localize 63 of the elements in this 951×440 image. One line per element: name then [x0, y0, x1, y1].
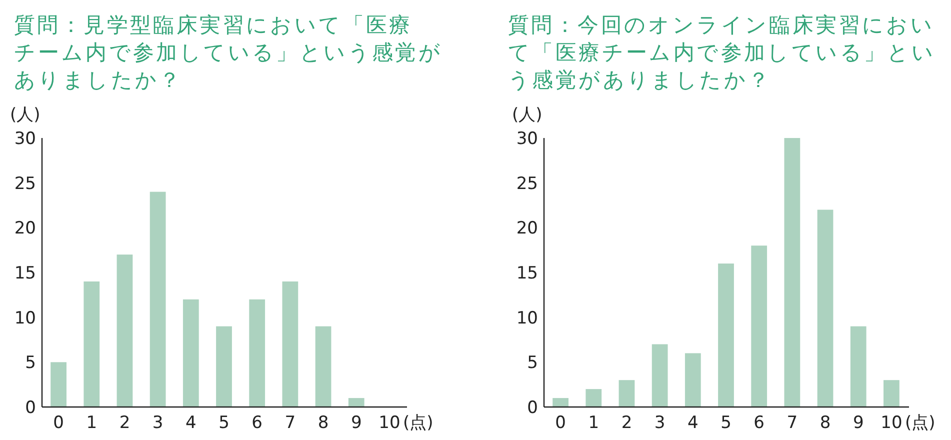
y-tick-label: 20 [14, 218, 36, 239]
x-tick-label: 8 [318, 413, 329, 433]
y-tick-label: 20 [516, 218, 538, 239]
x-tick-label: 6 [754, 413, 765, 433]
y-tick-label: 10 [14, 308, 36, 328]
y-tick-label: 15 [516, 263, 538, 284]
x-tick-label: 2 [119, 413, 130, 433]
x-tick-label: 6 [252, 413, 263, 433]
y-axis-title: (人) [512, 105, 542, 125]
y-tick-label: 5 [527, 353, 538, 374]
x-tick-label: 4 [687, 413, 698, 433]
x-tick-label: 10 [378, 413, 400, 433]
y-tick-label: 0 [527, 398, 538, 418]
x-tick-label: 4 [185, 413, 196, 433]
x-tick-label: 2 [621, 413, 632, 433]
bar [784, 138, 800, 407]
x-tick-label: 8 [820, 413, 831, 433]
y-tick-label: 25 [14, 174, 36, 194]
x-tick-label: 7 [284, 413, 296, 433]
x-tick-label: 9 [350, 413, 362, 433]
bar [216, 326, 232, 407]
chart-title: 質問：今回のオンライン臨床実習において「医療チーム内で参加している」という感覚がありましたか？ [508, 13, 936, 92]
y-tick-label: 15 [14, 263, 36, 284]
bar [552, 398, 568, 407]
bar [84, 281, 100, 407]
x-tick-label: 1 [86, 413, 98, 433]
x-tick-label: 5 [720, 413, 732, 433]
bar [652, 344, 668, 407]
bar [282, 281, 298, 407]
x-axis-title: (点) [905, 413, 936, 433]
x-tick-label: 10 [880, 413, 902, 433]
y-axis-title: (人) [10, 105, 40, 125]
bar [182, 299, 199, 407]
bar [249, 299, 266, 407]
x-tick-label: 0 [53, 413, 64, 433]
y-tick-label: 0 [25, 398, 36, 418]
x-tick-label: 0 [555, 413, 566, 433]
bar [817, 210, 834, 407]
bar [586, 389, 602, 407]
bar [315, 326, 332, 407]
bar [850, 326, 866, 407]
x-tick-label: 7 [786, 413, 798, 433]
bar [50, 362, 66, 407]
bar [884, 380, 900, 407]
x-tick-label: 1 [588, 413, 600, 433]
bar [116, 254, 133, 407]
x-tick-label: 3 [152, 413, 164, 433]
bar [718, 264, 734, 407]
y-tick-label: 5 [25, 353, 36, 374]
y-tick-label: 30 [516, 128, 538, 149]
bar [150, 192, 166, 407]
x-tick-label: 5 [218, 413, 230, 433]
x-axis-title: (点) [403, 413, 434, 433]
y-tick-label: 25 [516, 174, 538, 194]
x-tick-label: 3 [654, 413, 666, 433]
bar [684, 353, 701, 407]
chart-title: 質問：見学型臨床実習において「医療チーム内で参加している」という感覚がありましたか？ [14, 13, 443, 92]
y-tick-label: 10 [516, 308, 538, 328]
x-tick-label: 9 [852, 413, 864, 433]
y-tick-label: 30 [14, 128, 36, 149]
bar [348, 398, 364, 407]
bar [751, 246, 768, 407]
bar [618, 380, 635, 407]
